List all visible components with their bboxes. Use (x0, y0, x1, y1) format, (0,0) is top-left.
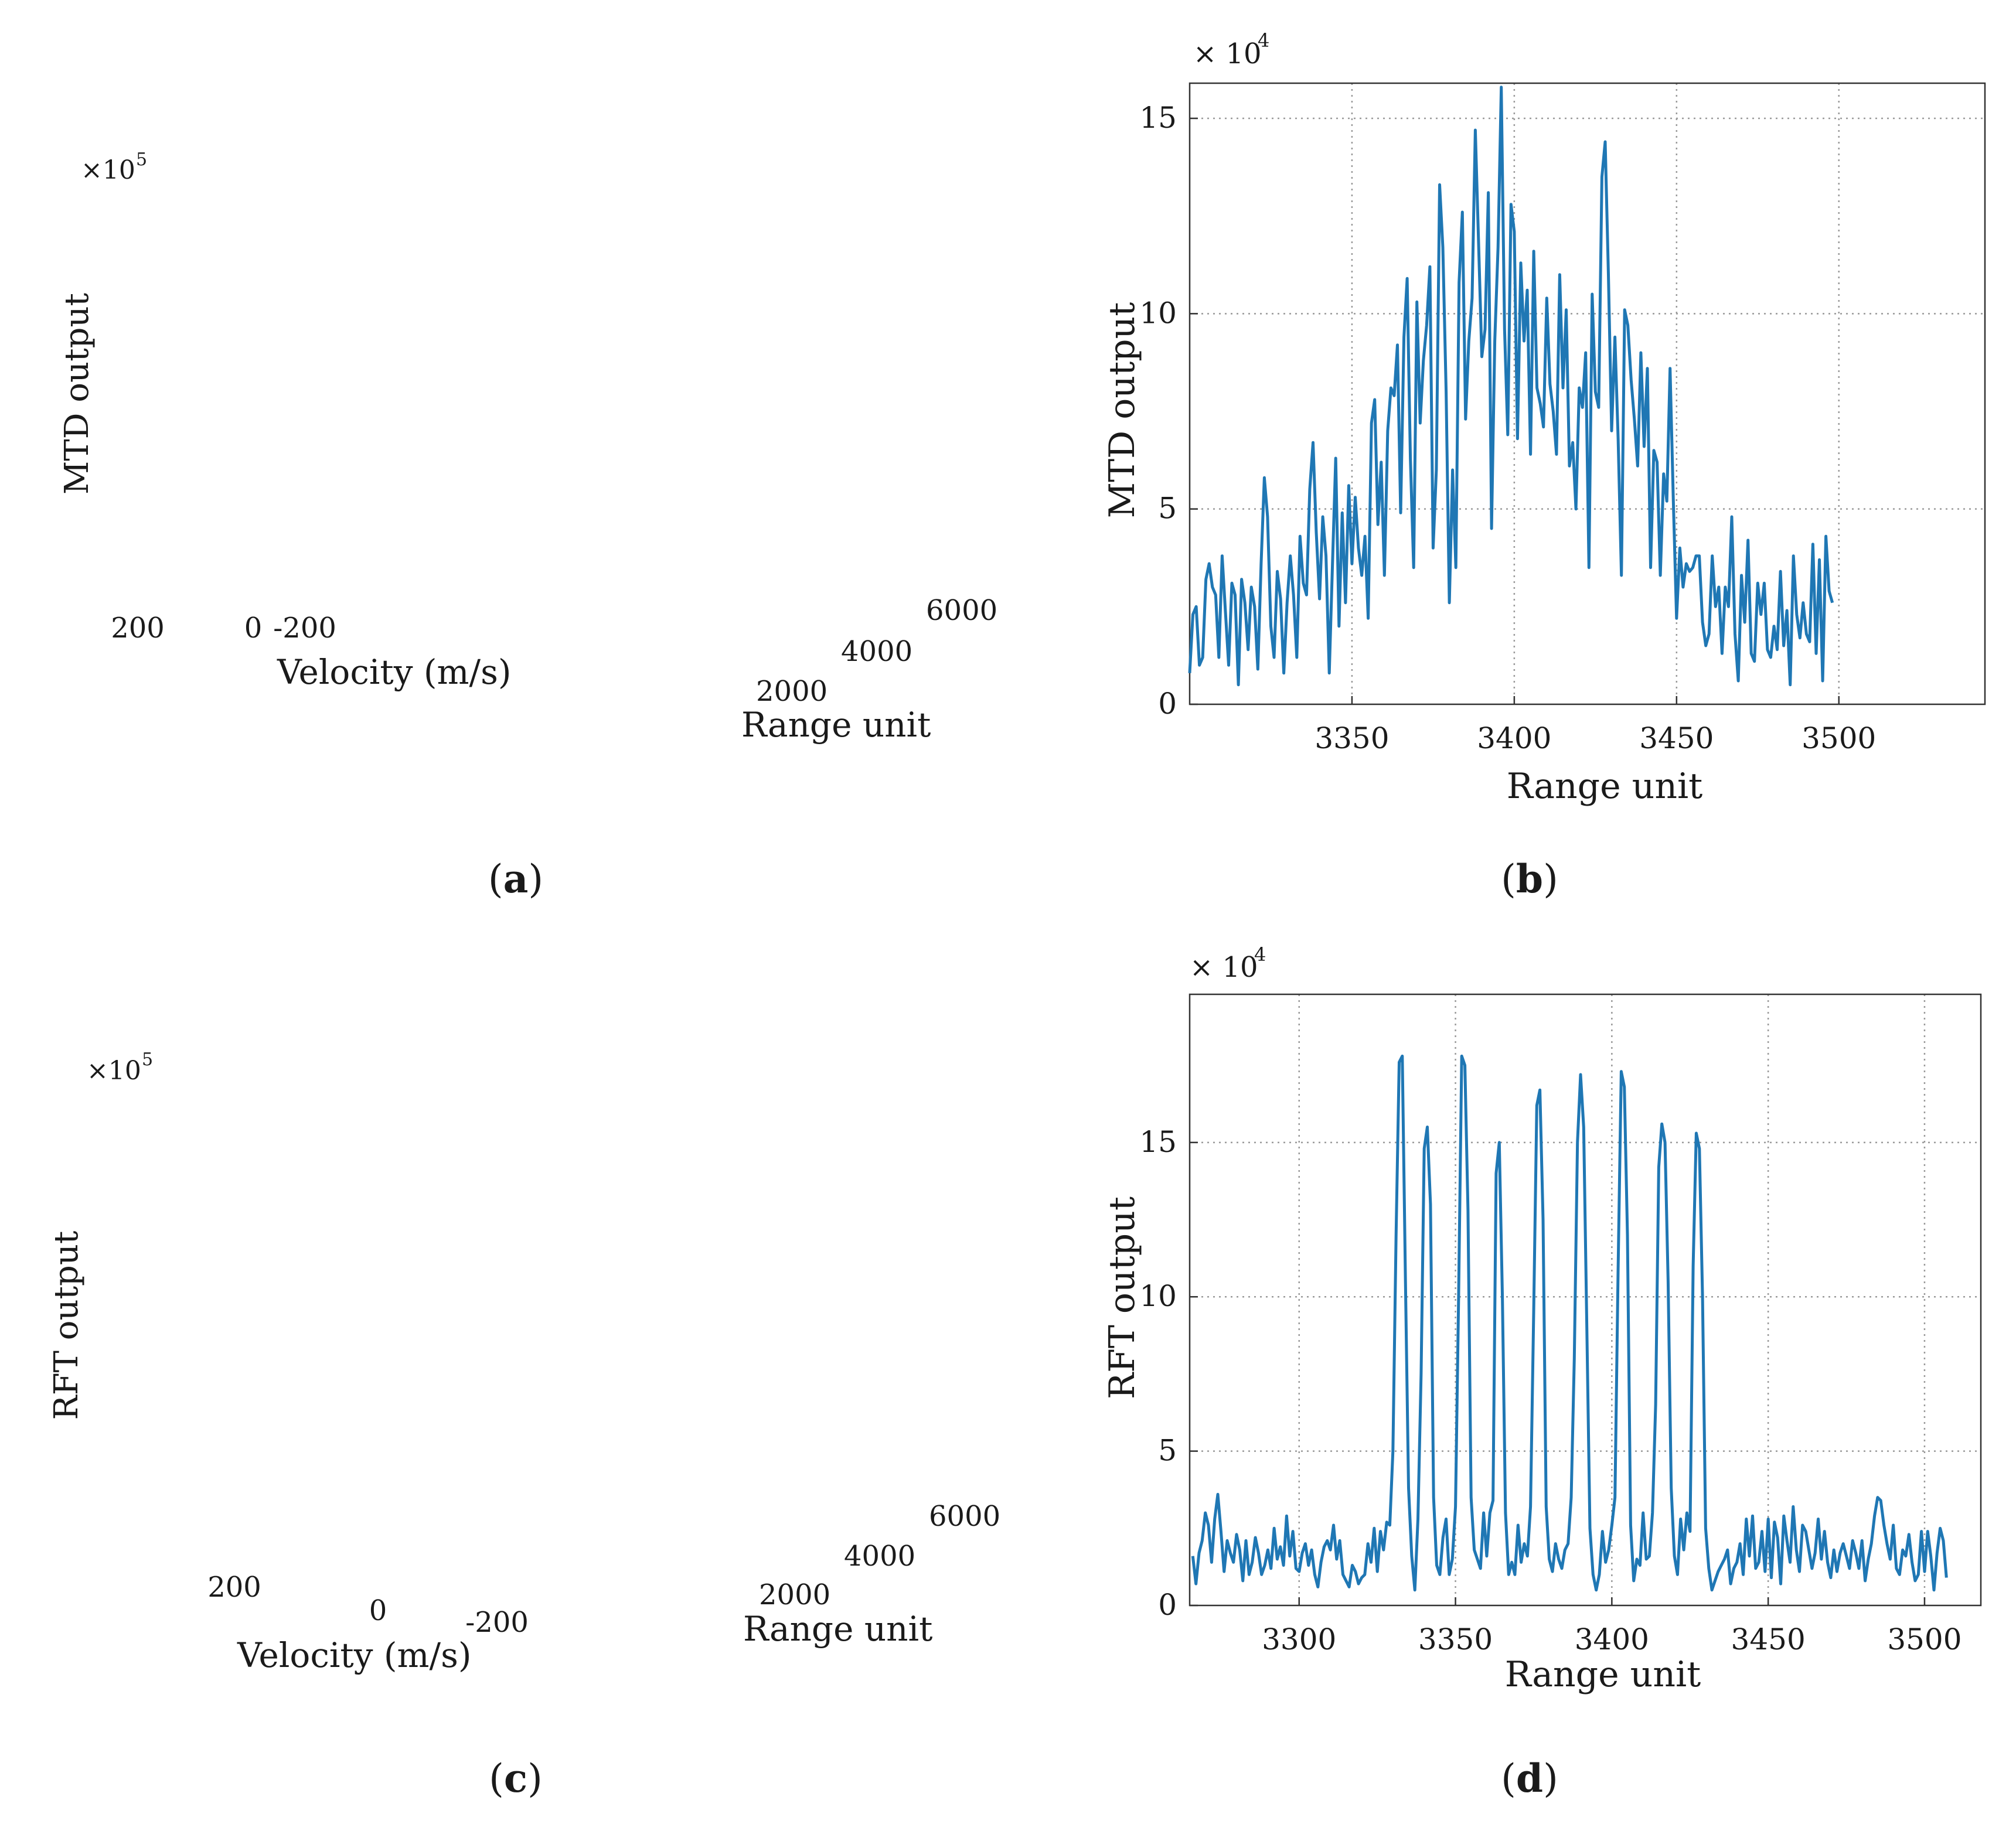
panel-a-z-axis-label: MTD output (58, 292, 96, 495)
panel-a-exponent: 5 (136, 149, 147, 170)
panel-a-exponent-base: ×10 (81, 155, 135, 185)
panel-a-surface-chart: ×10 5 MTD output 0123 200 0 -200 Velocit… (58, 149, 997, 745)
